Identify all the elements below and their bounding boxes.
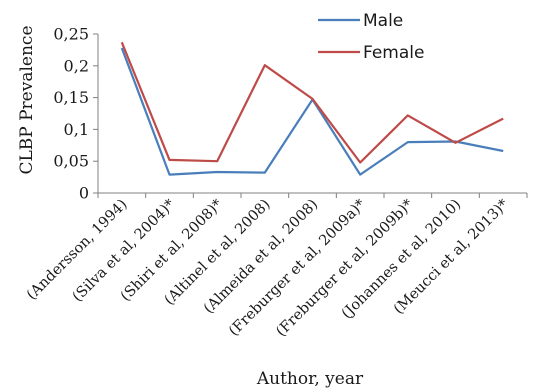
x-axis-title: Author, year <box>256 369 364 389</box>
legend-label-female: Female <box>363 43 424 63</box>
x-axis: (Andersson, 1994)(Silva et al, 2004)*(Sh… <box>24 192 528 340</box>
y-tick-label: 0,2 <box>64 56 89 75</box>
legend: Male Female <box>318 11 424 63</box>
y-axis-title: CLBP Prevalence <box>17 25 37 174</box>
series-layer <box>120 41 504 176</box>
y-tick-label: 0,1 <box>64 120 89 139</box>
y-tick-label: 0,15 <box>53 88 89 107</box>
y-tick-label: 0,25 <box>53 25 89 44</box>
series-line-male <box>120 47 504 176</box>
y-tick-label: 0 <box>79 184 89 203</box>
y-axis: 0 0,05 0,1 0,15 0,2 0,25 <box>53 25 99 203</box>
y-tick-label: 0,05 <box>53 152 89 171</box>
series-line-female <box>120 41 504 164</box>
legend-label-male: Male <box>363 11 403 31</box>
